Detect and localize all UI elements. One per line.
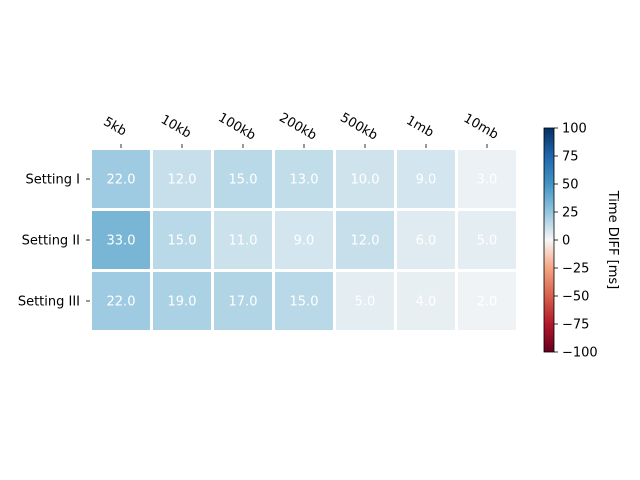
heatmap-cell [275,150,333,208]
cell-value-label: 12.0 [168,173,197,188]
colorbar-tick-label: −75 [562,318,589,333]
colorbar-ticks: 100 75 50 25 0 −25 −50 −75 −100 [554,122,598,361]
row-label: Setting I [25,173,80,188]
cell-value-label: 5.0 [355,295,376,310]
cell-value-label: 17.0 [229,295,258,310]
colorbar-tick-label: −100 [562,346,598,361]
colorbar: 100 75 50 25 0 −25 −50 −75 −100 Time DIFF [ms] [543,122,620,361]
colorbar-tick-label: −50 [562,290,589,305]
cell-value-label: 15.0 [168,234,197,249]
column-label: 10mb [461,111,501,143]
colorbar-tick-label: 0 [562,234,570,249]
cell-value-label: 3.0 [477,173,498,188]
row-label: Setting II [22,234,80,249]
colorbar-tick-label: −25 [562,262,589,277]
heatmap-cell [214,150,272,208]
colorbar-tick-label: 50 [562,178,579,193]
cell-value-label: 19.0 [168,295,197,310]
heatmap-cell [92,211,150,269]
heatmap-cell [397,150,455,208]
row-labels: Setting I Setting II Setting III [18,173,90,310]
column-labels: 5kb 10kb 100kb 200kb 500kb 1mb 10mb [101,110,501,148]
heatmap-cell [153,150,211,208]
heatmap-cell [397,211,455,269]
cell-value-label: 6.0 [416,234,437,249]
cell-value-label: 9.0 [294,234,315,249]
heatmap-cell [336,211,394,269]
cell-value-label: 15.0 [229,173,258,188]
cell-value-label: 2.0 [477,295,498,310]
cell-value-label: 13.0 [290,173,319,188]
colorbar-tick-label: 75 [562,150,579,165]
colorbar-gradient [543,127,555,353]
cell-value-label: 5.0 [477,234,498,249]
heatmap-cells: 22.0 12.0 15.0 13.0 10.0 9.0 3.0 33.0 15.0 11.0 9.… [92,150,516,330]
heatmap-cell [458,150,516,208]
column-label: 100kb [215,110,258,143]
heatmap-cell [153,272,211,330]
colorbar-tick-label: 25 [562,206,579,221]
heatmap-cell [92,150,150,208]
column-label: 10kb [158,112,193,141]
cell-value-label: 22.0 [107,173,136,188]
colorbar-label: Time DIFF [ms] [605,190,620,289]
heatmap-cell [458,272,516,330]
column-label: 200kb [276,110,319,143]
row-label: Setting III [18,295,80,310]
heatmap-cell [275,211,333,269]
heatmap-cell [153,211,211,269]
cell-value-label: 22.0 [107,295,136,310]
heatmap-cell [214,211,272,269]
column-label: 1mb [403,113,436,141]
heatmap-cell [275,272,333,330]
cell-value-label: 15.0 [290,295,319,310]
heatmap-cell [458,211,516,269]
cell-value-label: 12.0 [351,234,380,249]
cell-value-label: 9.0 [416,173,437,188]
heatmap-cell [214,272,272,330]
heatmap-cell [397,272,455,330]
column-label: 500kb [337,110,380,143]
cell-value-label: 11.0 [229,234,258,249]
cell-value-label: 4.0 [416,295,437,310]
heatmap-cell [92,272,150,330]
heatmap-cell [336,272,394,330]
cell-value-label: 10.0 [351,173,380,188]
heatmap-cell [336,150,394,208]
cell-value-label: 33.0 [107,234,136,249]
column-label: 5kb [101,114,129,139]
colorbar-tick-label: 100 [562,122,587,137]
